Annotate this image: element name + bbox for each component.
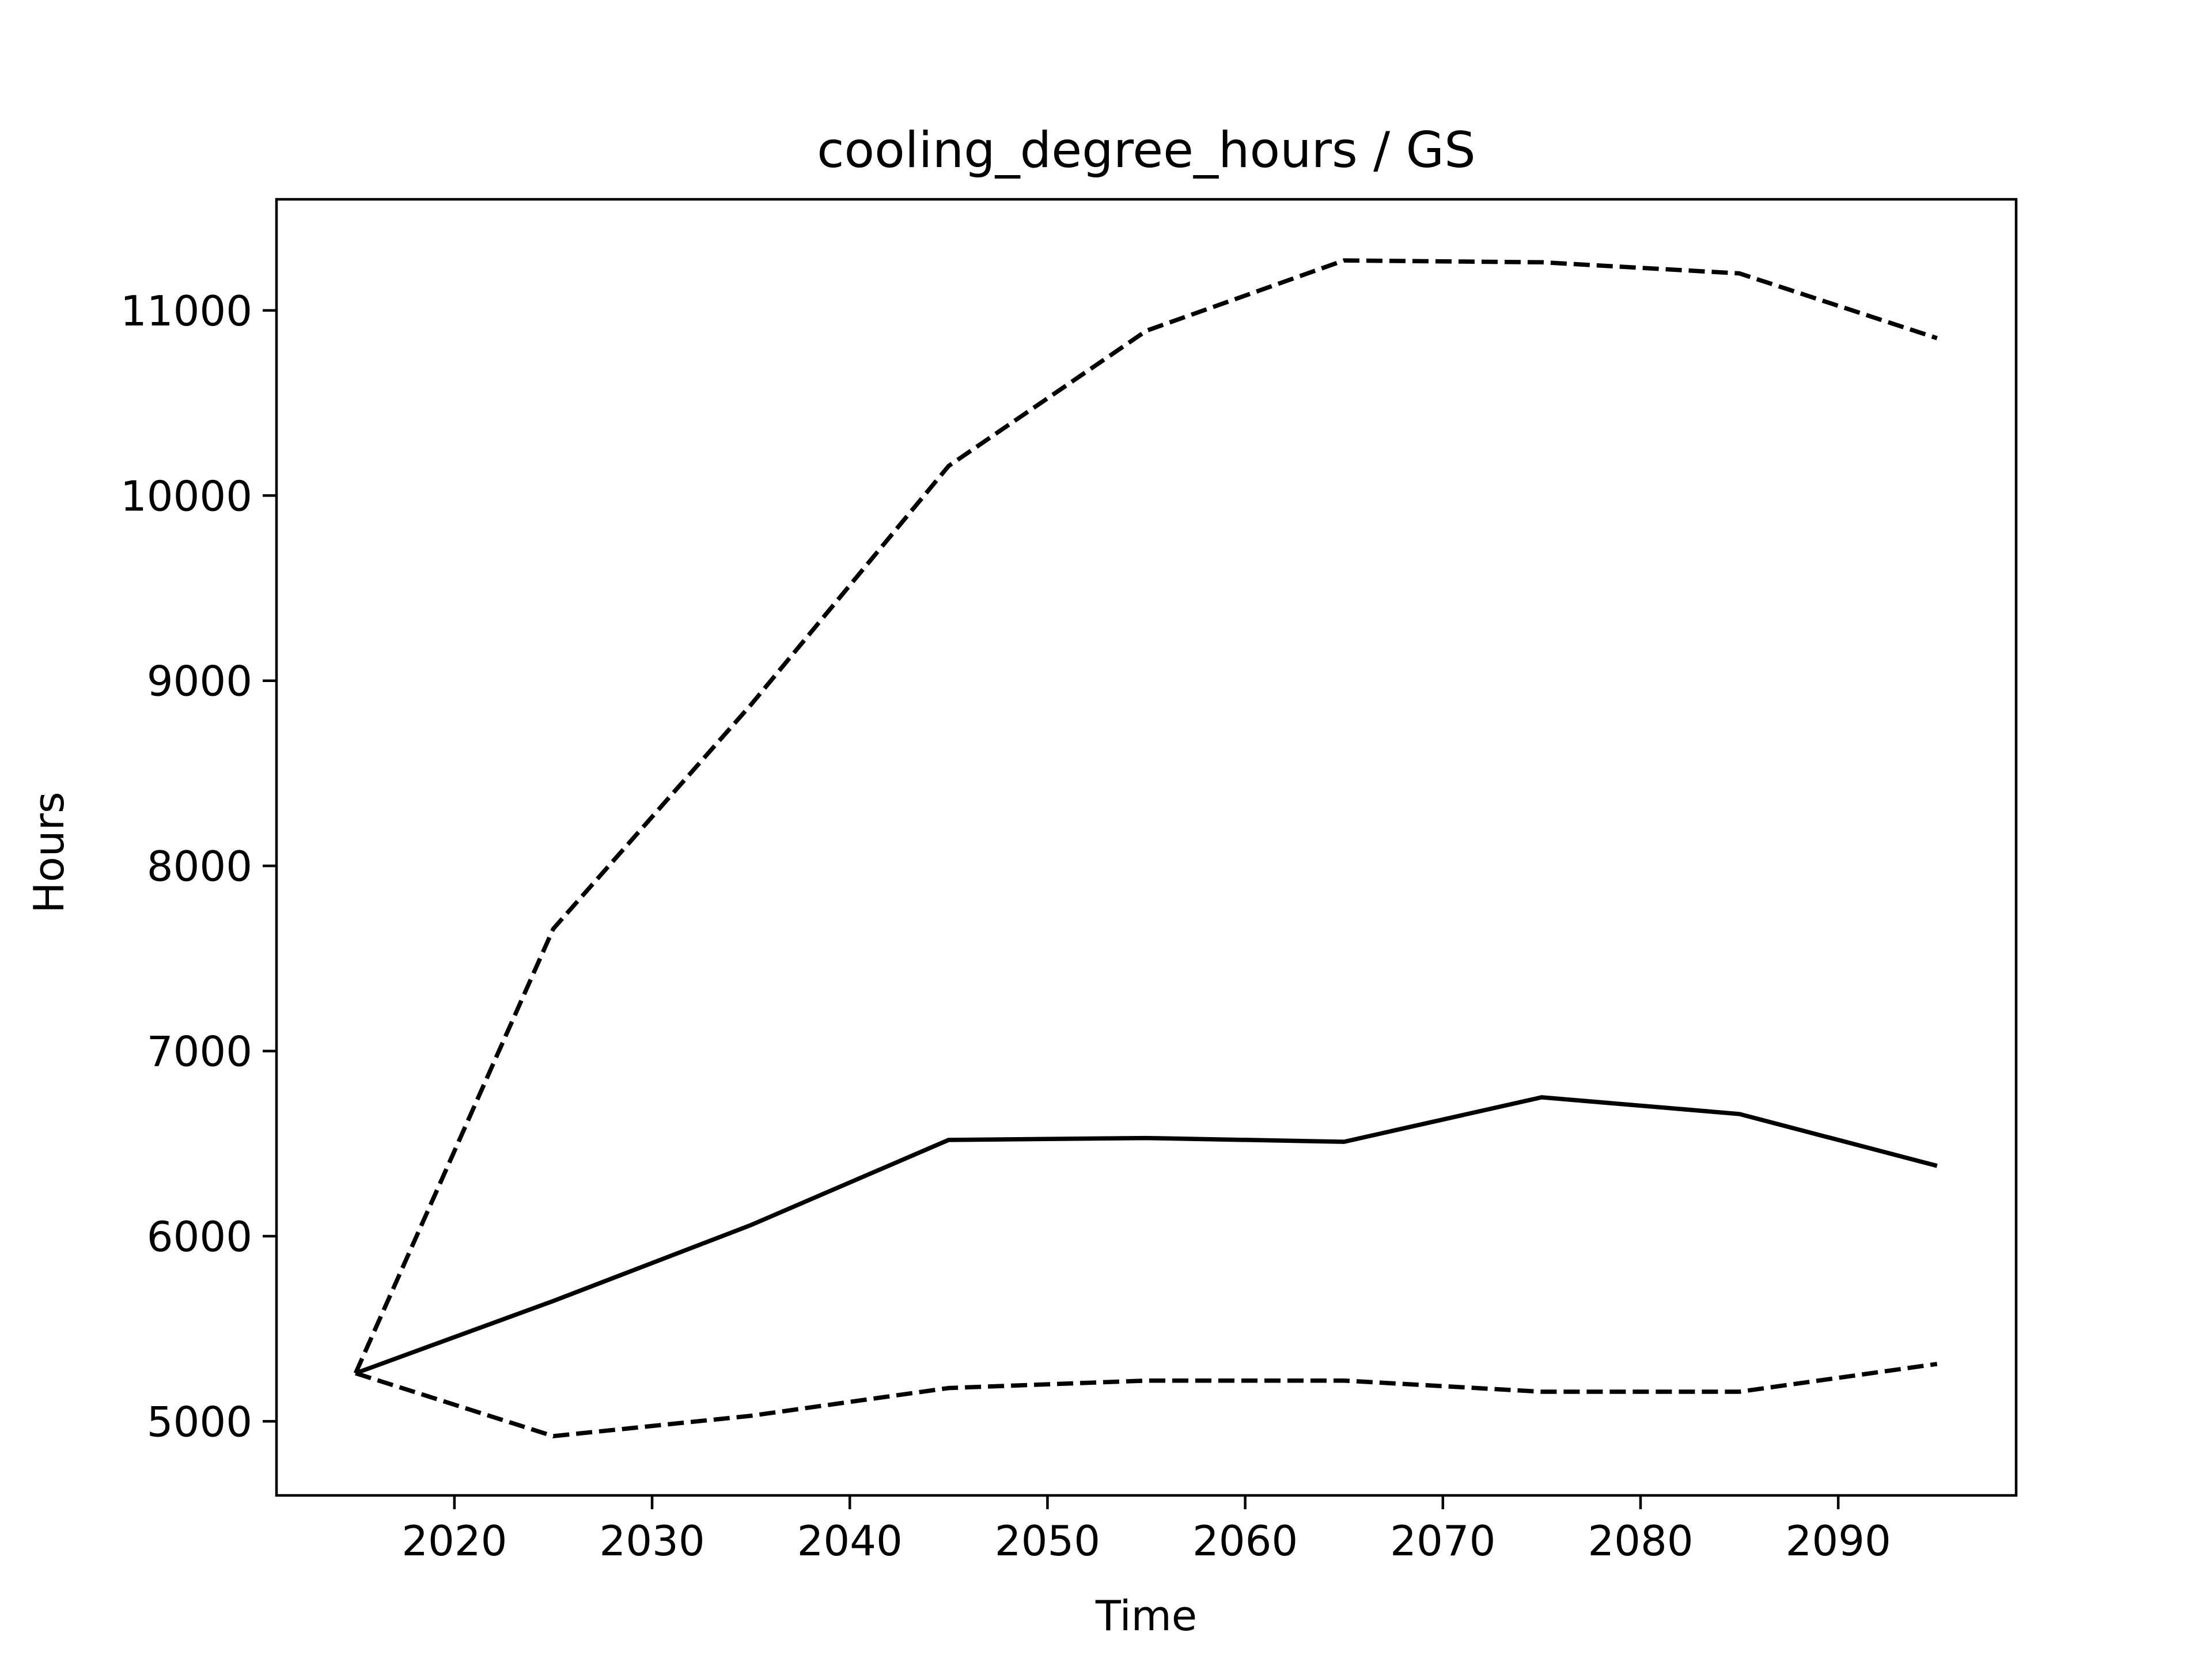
chart-title: cooling_degree_hours / GS	[817, 122, 1475, 179]
x-axis-label: Time	[1095, 1592, 1197, 1640]
y-axis: 5000 6000 7000 8000 9000 10000 11000	[120, 287, 276, 1446]
x-tick-label: 2080	[1588, 1517, 1693, 1565]
series-line-lower-bound	[355, 1362, 1938, 1438]
y-tick-label: 6000	[147, 1213, 252, 1261]
x-axis: 2020 2030 2040 2050 2060 2070 2080 2090	[402, 1495, 1891, 1565]
y-axis-label: Hours	[25, 792, 73, 914]
series-group	[353, 258, 1938, 1438]
plot-frame	[275, 198, 2018, 1497]
x-tick-label: 2030	[599, 1517, 704, 1565]
y-tick-label: 5000	[147, 1397, 252, 1446]
x-tick-label: 2020	[402, 1517, 507, 1565]
x-tick-label: 2070	[1390, 1517, 1495, 1565]
x-tick-label: 2050	[995, 1517, 1100, 1565]
series-line-upper-bound	[353, 258, 1938, 1374]
y-tick-label: 11000	[120, 287, 252, 335]
y-tick-label: 8000	[147, 842, 252, 891]
y-tick-label: 10000	[120, 472, 252, 520]
x-tick-label: 2060	[1192, 1517, 1298, 1565]
series-line-median	[355, 1095, 1938, 1376]
y-tick-label: 9000	[147, 657, 252, 706]
y-tick-label: 7000	[147, 1028, 252, 1076]
x-tick-label: 2040	[797, 1517, 903, 1565]
x-tick-label: 2090	[1786, 1517, 1891, 1565]
